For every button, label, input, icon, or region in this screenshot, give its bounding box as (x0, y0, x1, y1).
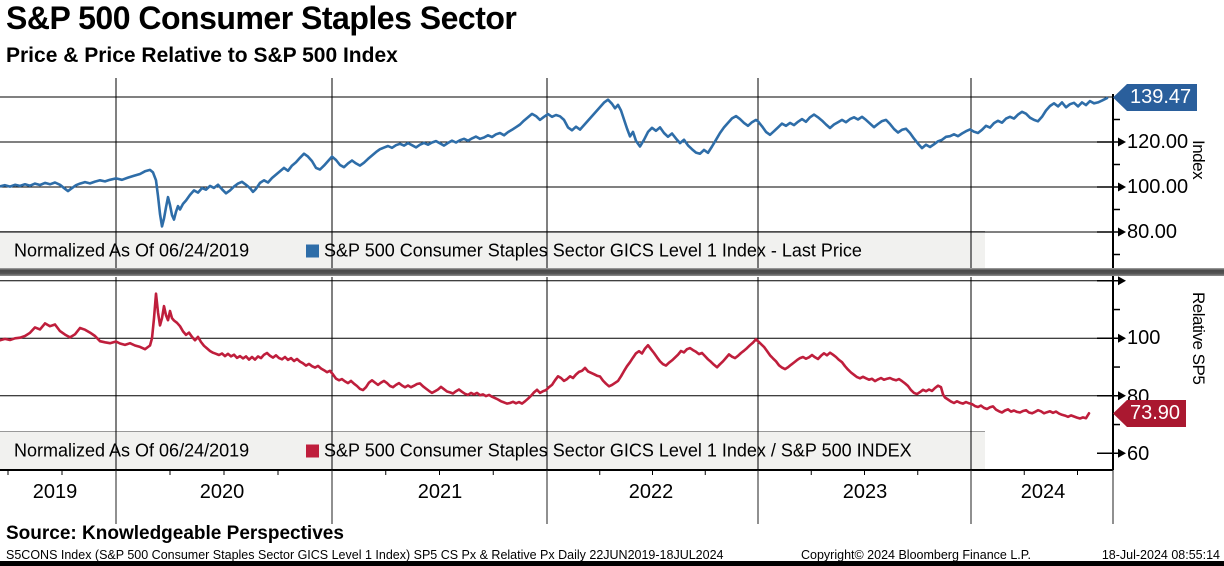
top-axis-tick-120: 120.00 (1127, 131, 1189, 153)
x-axis-label-2019: 2019 (32, 481, 78, 503)
x-axis-label-2023: 2023 (842, 481, 888, 503)
chart-subtitle: Price & Price Relative to S&P 500 Index (6, 44, 398, 67)
top-legend-normalized-label: Normalized As Of 06/24/2019 (14, 240, 250, 260)
bottom-legend: Normalized As Of 06/24/2019 S&P 500 Cons… (0, 431, 985, 470)
x-axis-label-2020: 2020 (199, 481, 245, 503)
copyright-text: Copyright© 2024 Bloomberg Finance L.P. (801, 548, 1031, 562)
x-axis-label-2021: 2021 (417, 481, 463, 503)
red-series-swatch-icon (306, 444, 319, 458)
top-legend-series-label: S&P 500 Consumer Staples Sector GICS Lev… (324, 240, 862, 260)
bottom-legend-normalized-label: Normalized As Of 06/24/2019 (14, 440, 250, 461)
bottom-black-bar (0, 561, 1224, 566)
x-axis-label-2024: 2024 (1020, 481, 1066, 503)
top-axis-tick-80: 80.00 (1127, 221, 1178, 243)
bottom-axis-tick-100: 100 (1127, 327, 1161, 349)
bottom-legend-series-label: S&P 500 Consumer Staples Sector GICS Lev… (324, 440, 912, 461)
top-legend: Normalized As Of 06/24/2019 S&P 500 Cons… (0, 231, 985, 269)
timestamp-text: 18-Jul-2024 08:55:14 (1101, 548, 1220, 562)
top-axis-title: Index (1189, 140, 1208, 180)
x-axis-label-2022: 2022 (628, 481, 674, 503)
page-title: S&P 500 Consumer Staples Sector (6, 0, 517, 36)
top-axis-tick-100: 100.00 (1127, 176, 1189, 198)
last-price-badge-top: 139.47 (1113, 84, 1198, 111)
panel-divider[interactable] (0, 268, 1224, 276)
last-price-badge-bottom: 73.90 (1113, 400, 1187, 427)
bottom-axis-title: Relative SP5 (1189, 292, 1208, 385)
blue-series-swatch-icon (306, 244, 319, 257)
source-line: Source: Knowledgeable Perspectives (6, 523, 344, 544)
bottom-axis-tick-60: 60 (1127, 443, 1150, 465)
status-ticker-text: S5CONS Index (S&P 500 Consumer Staples S… (6, 548, 724, 562)
